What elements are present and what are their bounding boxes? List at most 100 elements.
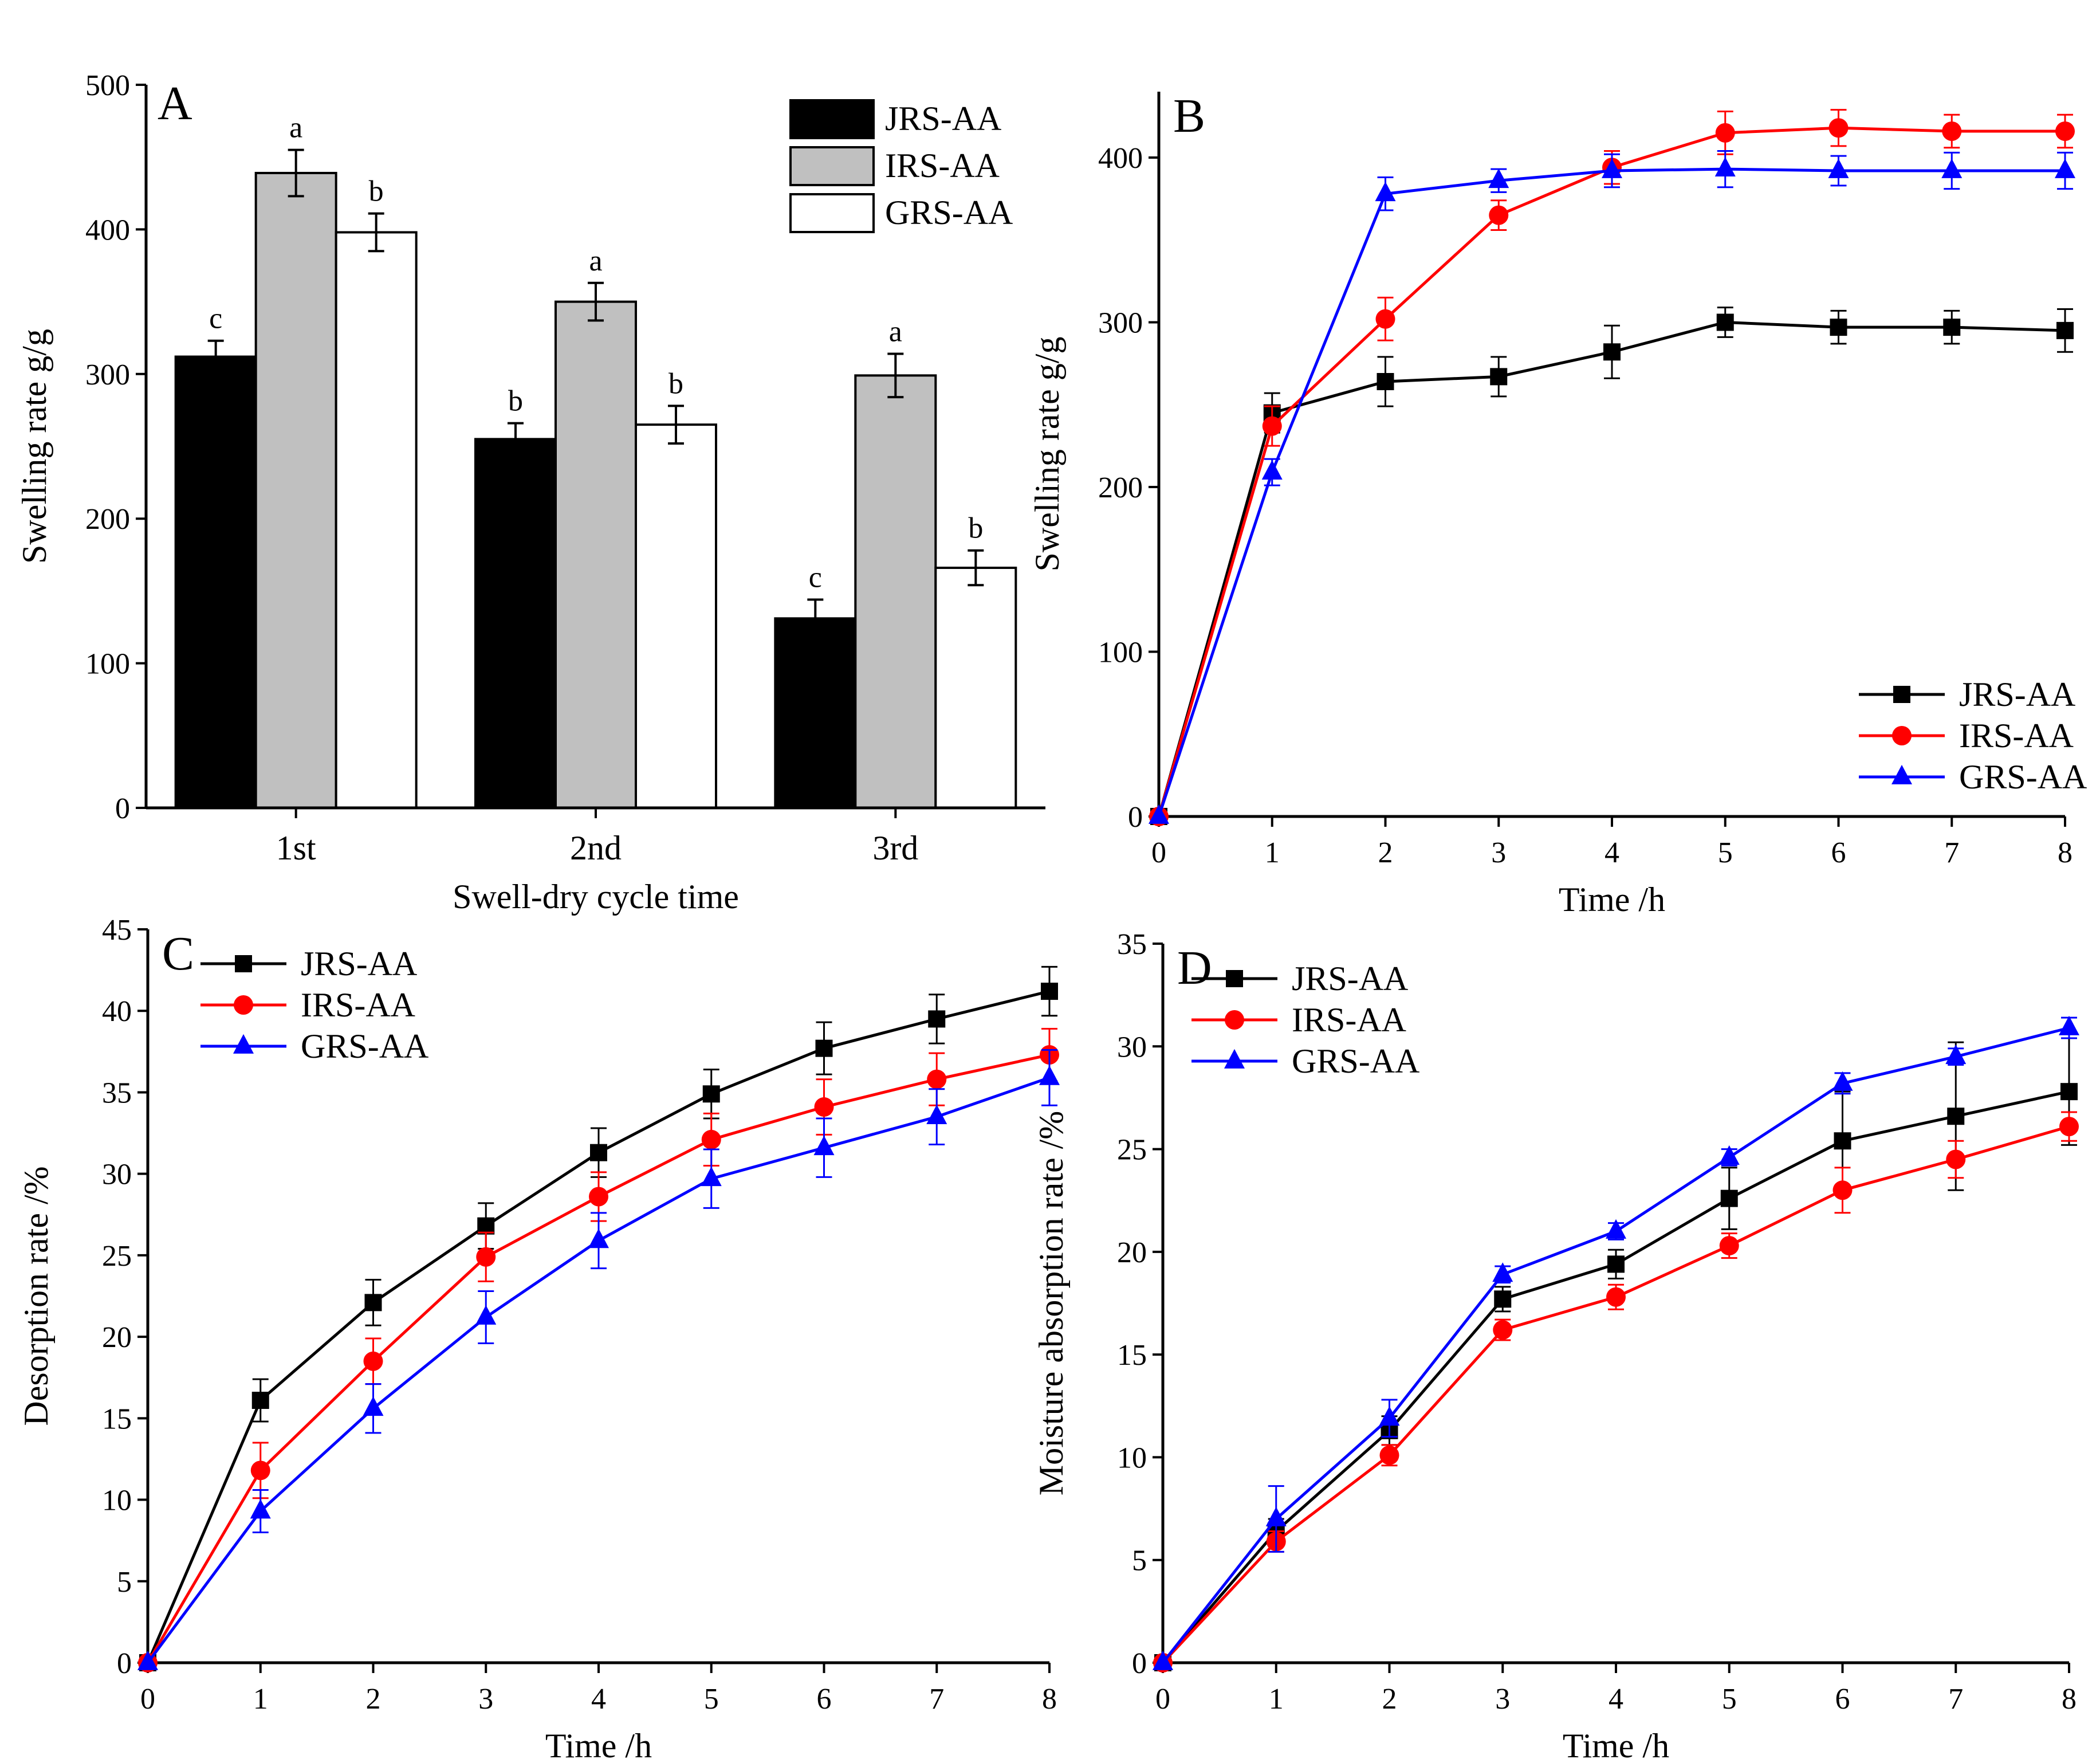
panel-c-legend-square-marker	[235, 955, 252, 972]
panel-b-square-marker	[2056, 321, 2074, 339]
panel-b-y-axis-label: Swelling rate g/g	[1028, 337, 1066, 572]
panel-a-x-tick-label: 1st	[276, 829, 316, 867]
panel-c-triangle-marker	[1039, 1065, 1060, 1085]
panel-c-x-tick-label: 2	[366, 1683, 381, 1715]
panel-c-y-tick-label: 10	[102, 1485, 132, 1517]
panel-c-square-marker	[364, 1294, 382, 1312]
panel-d-square-marker	[1834, 1132, 1851, 1150]
panel-b-circle-marker	[1375, 309, 1395, 329]
panel-b-x-tick-label: 1	[1265, 837, 1280, 869]
panel-a-significance-letter: a	[889, 315, 902, 348]
panel-d-circle-marker	[1719, 1236, 1739, 1256]
panel-c-square-marker	[702, 1085, 720, 1103]
panel-d-y-tick-label: 10	[1117, 1442, 1147, 1474]
panel-a-significance-letter: c	[809, 562, 822, 594]
panel-c-circle-marker	[701, 1129, 721, 1149]
panel-d-circle-marker	[1379, 1445, 1399, 1465]
panel-d-y-tick-label: 25	[1117, 1134, 1147, 1167]
panel-c-x-tick-label: 0	[140, 1683, 155, 1715]
panel-d-legend-triangle-marker	[1224, 1049, 1245, 1069]
panel-c-x-tick-label: 3	[478, 1683, 493, 1715]
panel-a-bar	[774, 617, 857, 809]
panel-a-significance-letter: a	[589, 245, 602, 277]
panel-b-triangle-marker	[1714, 157, 1736, 177]
panel-c-triangle-marker	[475, 1305, 497, 1325]
panel-d-y-tick-label: 30	[1117, 1031, 1147, 1063]
panel-c-y-tick-label: 35	[102, 1077, 132, 1109]
panel-b-x-tick-label: 8	[2058, 837, 2073, 869]
panel-b-circle-marker	[1489, 205, 1509, 225]
panel-c-triangle-marker	[813, 1136, 835, 1156]
panel-a-significance-letter: a	[289, 112, 302, 144]
panel-a-significance-letter: b	[508, 385, 523, 418]
panel-d-legend-circle-marker	[1225, 1010, 1244, 1030]
panel-b-circle-marker	[1715, 123, 1735, 143]
panel-d-x-tick-label: 5	[1722, 1683, 1737, 1715]
panel-d-square-marker	[1947, 1108, 1965, 1125]
panel-c-y-tick-label: 0	[117, 1647, 132, 1680]
panel-d-x-tick-label: 1	[1269, 1683, 1284, 1715]
panel-a-bar	[555, 300, 637, 809]
panel-b-square-marker	[1943, 319, 1961, 336]
panel-b-square-marker	[1830, 319, 1847, 336]
panel-a-y-tick-label: 100	[85, 648, 130, 681]
panel-d-legend-label: IRS-AA	[1292, 1001, 1406, 1039]
panel-a-significance-letter: c	[209, 303, 222, 335]
panel-b-square-marker	[1377, 373, 1394, 390]
panel-b-triangle-marker	[1828, 158, 1849, 178]
panel-c-x-tick-label: 1	[253, 1683, 268, 1715]
panel-b-y-tick-label: 100	[1098, 637, 1143, 669]
panel-d-y-axis-label: Moisture absorption rate /%	[1032, 1111, 1070, 1496]
panel-d-circle-marker	[1832, 1180, 1853, 1200]
panel-d-circle-marker	[1493, 1320, 1513, 1340]
panel-b-circle-marker	[1942, 121, 1962, 141]
panel-b-legend-circle-marker	[1892, 726, 1912, 745]
panel-a-legend-label: GRS-AA	[885, 194, 1013, 231]
panel-a-y-tick-label: 400	[85, 214, 130, 246]
panel-b-x-tick-label: 0	[1151, 837, 1166, 869]
panel-a-bar	[335, 231, 418, 809]
panel-c-triangle-marker	[926, 1105, 947, 1125]
panel-c-x-tick-label: 6	[817, 1683, 832, 1715]
panel-a-bar	[254, 171, 337, 809]
panel-c-legend-triangle-marker	[233, 1034, 254, 1054]
panel-b-x-tick-label: 2	[1378, 837, 1393, 869]
panel-a-letter: A	[158, 77, 192, 130]
panel-d-triangle-marker	[1945, 1045, 1967, 1065]
panel-a-y-tick-label: 200	[85, 503, 130, 536]
panel-a-y-tick-label: 300	[85, 359, 130, 391]
panel-d-x-tick-label: 2	[1382, 1683, 1397, 1715]
panel-d-triangle-marker	[1718, 1145, 1740, 1165]
panel-b-x-tick-label: 4	[1605, 837, 1619, 869]
panel-a-legend-swatch	[789, 193, 875, 233]
panel-d-y-tick-label: 15	[1117, 1339, 1147, 1372]
panel-d-y-tick-label: 20	[1117, 1236, 1147, 1269]
panel-b-x-tick-label: 7	[1944, 837, 1959, 869]
panel-c-x-tick-label: 5	[704, 1683, 719, 1715]
panel-d-x-tick-label: 8	[2062, 1683, 2077, 1715]
panel-b-x-tick-label: 3	[1491, 837, 1506, 869]
panel-a-bar	[635, 423, 717, 809]
panel-c-circle-marker	[814, 1097, 834, 1117]
panel-c-y-tick-label: 25	[102, 1240, 132, 1273]
panel-c-x-tick-label: 8	[1042, 1683, 1057, 1715]
panel-c-circle-marker	[250, 1460, 270, 1481]
panel-c-y-tick-label: 40	[102, 995, 132, 1028]
panel-a-bar	[174, 355, 257, 809]
panel-b-square-marker	[1490, 368, 1508, 386]
panel-b-letter: B	[1173, 89, 1205, 143]
panel-b-legend-triangle-marker	[1891, 764, 1912, 784]
panel-b-y-tick-label: 400	[1098, 142, 1143, 175]
panel-b-circle-marker	[2055, 121, 2075, 141]
panel-d-triangle-marker	[1379, 1406, 1400, 1426]
panel-b-legend-square-marker	[1893, 686, 1910, 703]
panel-d-x-tick-label: 7	[1948, 1683, 1963, 1715]
panel-c-square-marker	[1041, 983, 1058, 1000]
panel-d-triangle-marker	[1153, 1650, 1173, 1670]
panel-c-square-marker	[590, 1144, 607, 1161]
panel-d-legend-label: JRS-AA	[1292, 960, 1408, 998]
panel-d-triangle-marker	[1492, 1262, 1513, 1282]
panel-d-circle-marker	[1946, 1149, 1966, 1169]
